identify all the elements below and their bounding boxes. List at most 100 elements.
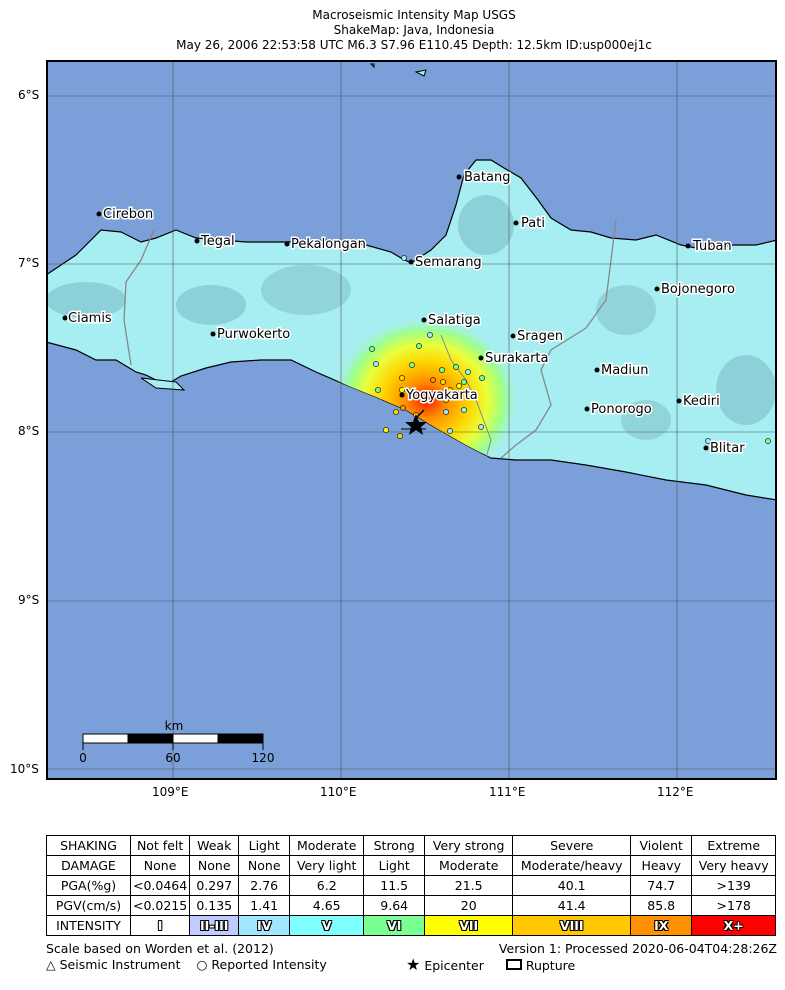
legend-cell: 9.64 (363, 895, 426, 916)
reported-intensity-markers (369, 255, 771, 444)
legend-cell: 6.2 (289, 875, 365, 896)
legend-cell: >139 (691, 875, 777, 896)
lon-label-112e: 112°E (657, 785, 694, 799)
rupture-icon (505, 959, 522, 970)
legend-cell: Extreme (691, 835, 777, 856)
intensity-swatch: II-III (189, 915, 240, 936)
legend-row-label: PGV(cm/s) (46, 895, 131, 916)
city-semarang: Semarang (415, 255, 482, 270)
province-border-east (500, 219, 617, 459)
rupture-label: Rupture (525, 958, 576, 973)
legend-cell: 2.76 (238, 875, 291, 896)
legend-row-label: SHAKING (46, 835, 131, 856)
legend-row-pgag: PGA(%g) <0.0464 0.297 2.76 6.2 11.5 21.5 40.1 74… (46, 875, 777, 896)
scale-tick-60: 60 (165, 751, 180, 765)
epicenter-star[interactable] (405, 414, 427, 435)
legend-cell: Very strong (424, 835, 514, 856)
legend-cell: Heavy (630, 855, 693, 876)
star-icon: ★ (406, 955, 421, 974)
legend-cell: Moderate (424, 855, 514, 876)
karimunjawa-island (414, 69, 427, 77)
scale-tick-120: 120 (252, 751, 275, 765)
legend-symbols-right: ★ Epicenter Rupture (406, 955, 575, 974)
shakemap-panel[interactable]: Batang Cirebon Pati Tegal Pekalongan Tub… (46, 60, 777, 780)
legend-row-label: DAMAGE (46, 855, 131, 876)
title-line-1: Macroseismic Intensity Map USGS (312, 8, 516, 22)
legend-cell: <0.0215 (129, 895, 191, 916)
legend-cell: None (189, 855, 240, 876)
legend-cell: Very light (289, 855, 365, 876)
city-labels: Batang Cirebon Pati Tegal Pekalongan Tub… (62, 169, 747, 458)
intensity-swatch: I (129, 915, 191, 936)
city-blitar: Blitar (710, 441, 745, 456)
legend-row-pgvcms: PGV(cm/s) <0.0215 0.135 1.41 4.65 9.64 20 41.4 8… (46, 895, 777, 916)
legend-cell: <0.0464 (129, 875, 191, 896)
legend-cell: 0.135 (189, 895, 240, 916)
legend-cell: Light (238, 835, 291, 856)
map-canvas[interactable]: Batang Cirebon Pati Tegal Pekalongan Tub… (46, 60, 777, 780)
legend-cell: >178 (691, 895, 777, 916)
city-sragen: Sragen (517, 329, 563, 344)
title-line-2: ShakeMap: Java, Indonesia (333, 23, 495, 37)
legend-cell: Moderate (289, 835, 365, 856)
city-cirebon: Cirebon (103, 207, 153, 222)
city-purwokerto: Purwokerto (217, 327, 290, 342)
legend-symbols: △ Seismic Instrument ○ Reported Intensit… (46, 957, 327, 972)
legend-cell: 0.297 (189, 875, 240, 896)
diy-border (440, 334, 492, 459)
legend-cell: 1.41 (238, 895, 291, 916)
legend-cell: 41.4 (512, 895, 632, 916)
city-yogyakarta: Yogyakarta (405, 388, 478, 403)
intensity-legend: SHAKING Not felt Weak Light Moderate Strong Ve… (46, 835, 777, 936)
legend-cell: Severe (512, 835, 632, 856)
legend-cell: 21.5 (424, 875, 514, 896)
map-frame (46, 60, 777, 780)
legend-cell: Very heavy (691, 855, 777, 876)
province-border-west (123, 229, 155, 366)
scale-note: Scale based on Worden et al. (2012) (46, 941, 274, 956)
intensity-swatch: VIII (512, 915, 632, 936)
legend-cell: Light (363, 855, 426, 876)
intensity-swatch: IV (238, 915, 291, 936)
scale-bar: km 0 60 120 (79, 719, 274, 765)
legend-row-damage: DAMAGE None None None Very light Light Moderat… (46, 855, 777, 876)
intensity-swatch: V (289, 915, 365, 936)
legend-cell: Violent (630, 835, 693, 856)
title-line-3: May 26, 2006 22:53:58 UTC M6.3 S7.96 E11… (176, 38, 652, 52)
lat-label-6s: 6°S (18, 88, 40, 102)
legend-cell: 4.65 (289, 895, 365, 916)
intensity-swatch: IX (630, 915, 693, 936)
legend-row-label: INTENSITY (46, 915, 131, 936)
city-pati: Pati (521, 216, 545, 231)
legend-cell: 20 (424, 895, 514, 916)
triangle-icon: △ (46, 957, 56, 972)
seismic-instrument-label: Seismic Instrument (59, 957, 181, 972)
city-kediri: Kediri (683, 394, 720, 409)
reported-intensity-label: Reported Intensity (211, 957, 327, 972)
legend-cell: 40.1 (512, 875, 632, 896)
legend-row-intensity: INTENSITY I II-III IV V VI VII VIII IX X+ (46, 915, 777, 936)
city-batang: Batang (464, 170, 510, 185)
legend-cell: Weak (189, 835, 240, 856)
legend-cell: Strong (363, 835, 426, 856)
legend-cell: 11.5 (363, 875, 426, 896)
lat-label-9s: 9°S (18, 593, 40, 607)
city-pekalongan: Pekalongan (291, 237, 366, 252)
lon-label-110e: 110°E (320, 785, 357, 799)
city-ponorogo: Ponorogo (591, 402, 652, 417)
circle-icon: ○ (196, 957, 208, 972)
city-tegal: Tegal (200, 234, 235, 249)
city-ciamis: Ciamis (68, 311, 112, 326)
lat-label-7s: 7°S (18, 256, 40, 270)
lat-label-10s: 10°S (10, 762, 39, 776)
legend-row-label: PGA(%g) (46, 875, 131, 896)
city-tuban: Tuban (692, 239, 732, 254)
scale-tick-0: 0 (79, 751, 87, 765)
legend-row-shaking: SHAKING Not felt Weak Light Moderate Strong Ve… (46, 835, 777, 856)
terrain-shading (46, 195, 776, 440)
legend-cell: None (238, 855, 291, 876)
lat-label-8s: 8°S (18, 424, 40, 438)
epicenter-label: Epicenter (424, 958, 484, 973)
city-bojonegoro: Bojonegoro (661, 282, 735, 297)
scale-bar-unit: km (165, 719, 184, 733)
